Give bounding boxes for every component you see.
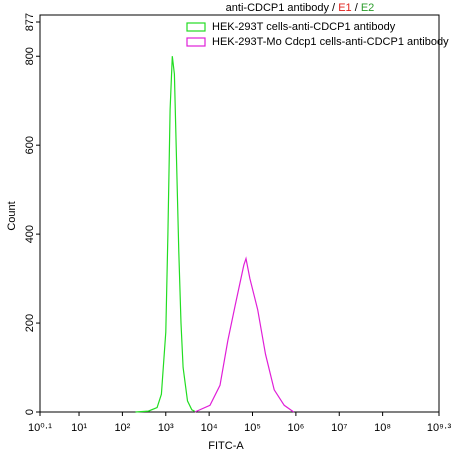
legend-swatch [186, 22, 206, 32]
x-tick-label: 10⁴ [201, 422, 218, 434]
legend-label: HEK-293T-Mo Cdcp1 cells-anti-CDCP1 antib… [212, 36, 449, 48]
title-part: anti-CDCP1 antibody / [226, 2, 336, 14]
title-part: E2 [361, 2, 374, 14]
y-tick-label: 877 [24, 13, 36, 31]
x-tick-label: 10⁹·³ [427, 422, 452, 434]
x-tick-label: 10³ [158, 422, 174, 434]
y-tick-label: 0 [24, 409, 36, 415]
x-tick-label: 10² [114, 422, 130, 434]
x-tick-label: 10⁶ [287, 422, 304, 434]
x-tick-label: 10⁷ [331, 422, 347, 434]
title-part: E1 [338, 2, 351, 14]
y-tick-label: 600 [24, 136, 36, 154]
x-tick-label: 10⁸ [374, 422, 391, 434]
x-tick-label: 10⁵ [244, 422, 261, 434]
legend-label: HEK-293T cells-anti-CDCP1 antibody [212, 21, 396, 33]
y-tick-label: 800 [24, 47, 36, 65]
title-part: / [355, 2, 359, 14]
legend-swatch [186, 37, 206, 47]
y-axis-label: Count [6, 201, 18, 230]
histogram-line [135, 56, 197, 413]
plot-frame [39, 14, 440, 413]
histogram-line [194, 256, 295, 413]
chart-title: anti-CDCP1 antibody / E1 / E2 [226, 2, 375, 14]
x-axis-label: FITC-A [208, 440, 244, 452]
y-tick-label: 200 [24, 314, 36, 332]
y-tick-label: 400 [24, 225, 36, 243]
x-tick-label: 10⁰·¹ [28, 422, 52, 434]
x-tick-label: 10¹ [71, 422, 87, 434]
